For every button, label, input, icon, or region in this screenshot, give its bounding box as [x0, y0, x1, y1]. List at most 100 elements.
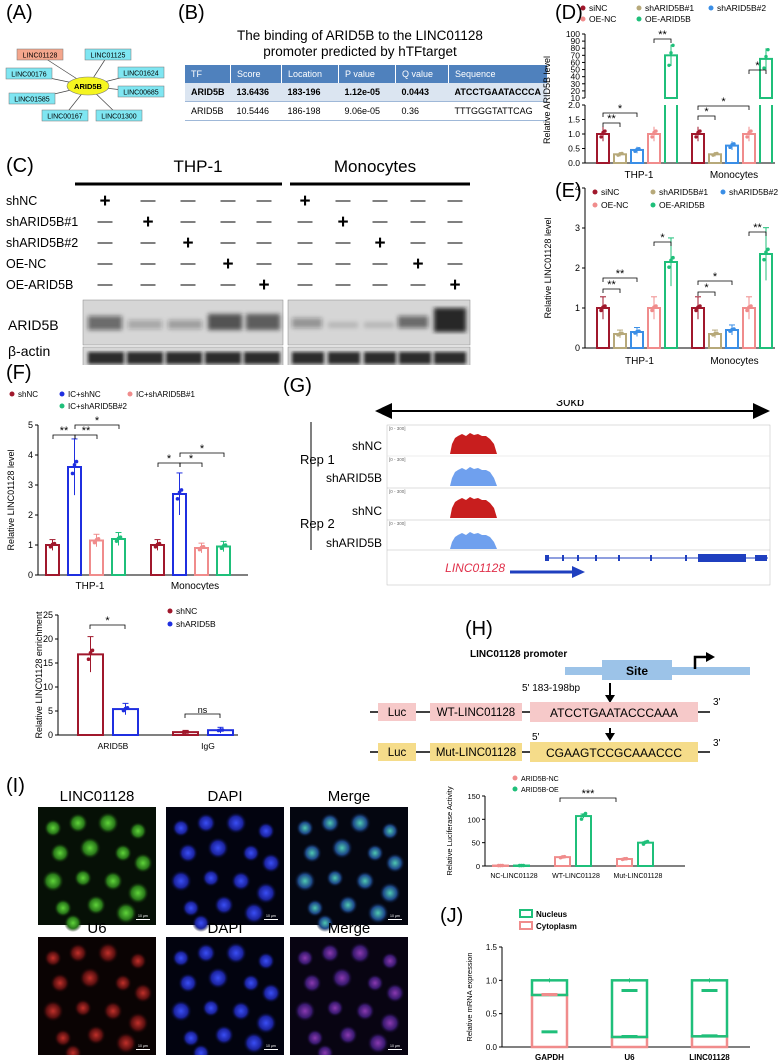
mut-box [430, 743, 522, 761]
label-merge: Merge [328, 920, 371, 937]
cell [338, 1025, 358, 1045]
data-point [125, 705, 130, 710]
data-point [669, 51, 673, 55]
minus-mark: — [221, 192, 236, 209]
col-score: Score [230, 65, 283, 83]
data-point [715, 331, 719, 336]
data-point [72, 463, 77, 467]
label-u6: U6 [87, 920, 106, 937]
cell [178, 843, 198, 863]
data-point [48, 545, 53, 549]
cell [320, 813, 340, 833]
data-point [764, 54, 768, 59]
cell [50, 843, 70, 863]
data-point [220, 728, 225, 732]
data-point [185, 730, 190, 734]
cell [115, 902, 137, 924]
data-point [70, 471, 75, 476]
cell [64, 914, 82, 932]
cell: 1.12e-05 [338, 83, 396, 102]
data-point [223, 543, 228, 547]
significance-mark: * [618, 103, 623, 115]
cell [367, 902, 389, 924]
cell [182, 899, 200, 917]
minus-mark: — [298, 213, 313, 230]
tick-label: 25 [43, 610, 53, 620]
tick-label: 20 [571, 86, 581, 96]
legend-swatch [512, 786, 518, 792]
cell [114, 844, 132, 862]
data-point [118, 535, 123, 539]
cell [202, 999, 220, 1017]
significance-mark: *** [582, 788, 596, 800]
table-row: ARID5B 13.6436 183-196 1.12e-05 0.0443 A… [185, 83, 547, 102]
legend-label: OE-ARID5B [645, 14, 691, 24]
bar-nucleus [530, 979, 569, 997]
significance-mark: * [660, 232, 665, 244]
legend-swatch [127, 391, 133, 397]
tick-label: 1.5 [568, 115, 580, 125]
minus-mark: — [373, 276, 388, 293]
data-point [701, 989, 718, 992]
legend-label: shNC [18, 390, 38, 399]
minus-mark: — [336, 255, 351, 272]
data-point [749, 129, 753, 133]
cell [192, 914, 210, 932]
tick-label: 3 [575, 223, 580, 233]
y-axis-label: Relative LINC01128 level [543, 218, 553, 319]
significance-mark: * [105, 615, 110, 627]
mut-seq-box [530, 742, 698, 762]
legend-swatch [167, 608, 173, 614]
network-diagram: LINC01128 LINC01125 LINC00176 LINC01624 … [5, 48, 165, 122]
minus-mark: — [336, 234, 351, 251]
data-point [745, 308, 749, 313]
track-range: [0 - 300] [389, 457, 406, 462]
node-linc00167-label: LINC00167 [47, 114, 83, 121]
data-point [92, 540, 97, 545]
genome-tracks: 30kb Rep 1 Rep 2 shNC shARID5B shNC shAR… [300, 400, 771, 586]
table-title-line2: promoter predicted by hTFtarget [263, 44, 457, 59]
significance-mark: ** [82, 425, 91, 437]
node-linc00167 [41, 109, 89, 122]
tick-label: 0 [575, 343, 580, 353]
minus-mark: — [411, 276, 426, 293]
legend-label: shARID5B [176, 619, 216, 629]
table-row: ARID5B 10.5446 186-198 9.06e-05 0.36 TTT… [185, 101, 547, 121]
data-point [637, 329, 641, 333]
tick-label: 5 [28, 420, 33, 430]
cell [74, 869, 92, 887]
cell [294, 1000, 316, 1022]
significance-mark: ns [198, 705, 208, 715]
cell [331, 967, 353, 989]
legend-swatch [592, 202, 598, 208]
cell [133, 983, 153, 1003]
cell [54, 899, 72, 917]
data-point [74, 459, 79, 464]
col-tf: TF [185, 65, 232, 83]
legend-label: shNC [176, 606, 197, 616]
node-linc01585 [8, 92, 56, 105]
node-linc00176 [5, 67, 53, 80]
data-point [541, 993, 558, 996]
cell [306, 899, 324, 917]
minus-mark: — [448, 234, 463, 251]
category-label: ARID5B [98, 741, 129, 751]
minus-mark: — [373, 213, 388, 230]
minus-mark: — [257, 255, 272, 272]
cell [79, 837, 101, 859]
legend-swatch [59, 391, 65, 397]
legend-label: shARID5B#1 [645, 3, 694, 13]
binding-table: TF Score Location P value Q value Sequen… [185, 65, 548, 121]
scale-bar-label: 10 μm [390, 914, 400, 918]
tick-label: 1 [28, 540, 33, 550]
significance-mark: * [95, 415, 100, 427]
significance-mark: * [713, 271, 718, 283]
track-range: [0 - 300] [389, 521, 406, 526]
significance-mark: ** [607, 113, 616, 125]
y-axis-label: Relative LINC01128 enrichment [34, 611, 44, 738]
cell [133, 853, 153, 873]
cell [349, 812, 371, 834]
tick-label: 30 [571, 79, 581, 89]
data-point [114, 539, 119, 543]
plus-mark: + [99, 191, 110, 212]
